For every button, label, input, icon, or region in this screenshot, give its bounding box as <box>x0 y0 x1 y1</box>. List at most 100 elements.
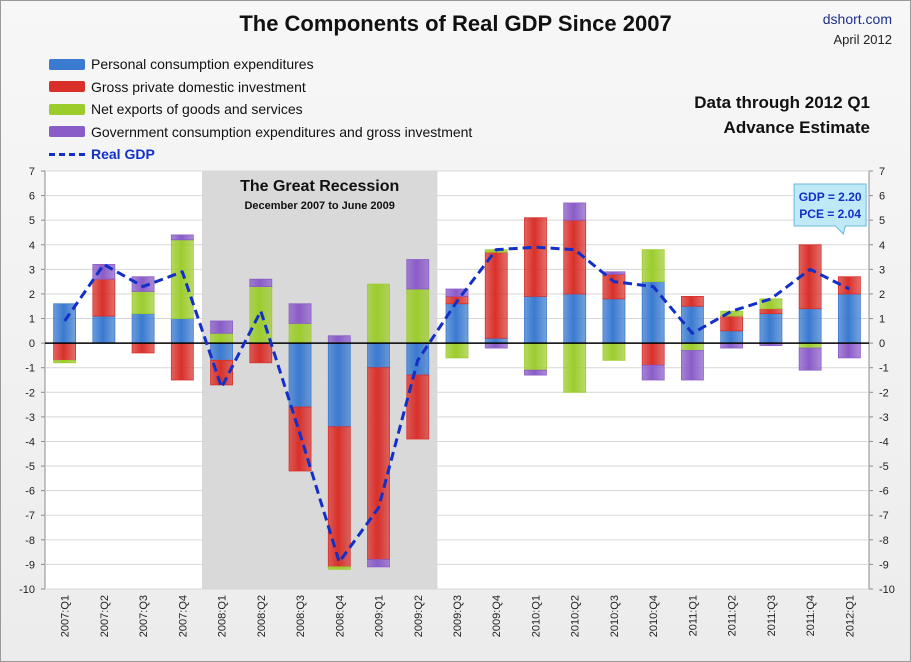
y-tick-label-left: -4 <box>25 436 35 448</box>
bar-net_exports <box>445 342 469 359</box>
callout-pce: PCE = 2.04 <box>799 207 861 221</box>
y-tick-label-right: 5 <box>879 215 885 227</box>
bar-investment <box>602 273 626 300</box>
bar-investment <box>641 342 665 366</box>
bar-net_exports <box>288 323 312 344</box>
x-tick-label: 2007:Q3 <box>138 595 150 637</box>
y-tick-label-left: -8 <box>25 535 35 547</box>
bar-investment <box>837 276 861 295</box>
recession-band <box>201 171 438 589</box>
bar-pce <box>641 281 665 344</box>
bar-pce <box>170 318 194 344</box>
bar-government <box>288 303 312 324</box>
x-tick-label: 2010:Q3 <box>609 595 621 637</box>
y-tick-label-left: 4 <box>29 240 35 252</box>
y-tick-label-left: 3 <box>29 264 35 276</box>
y-tick-label-right: -3 <box>879 412 889 424</box>
x-tick-label: 2011:Q3 <box>766 595 778 636</box>
bar-government <box>524 369 547 376</box>
x-tick-label: 2011:Q4 <box>805 595 817 636</box>
bar-pce <box>759 313 783 344</box>
bar-net_exports <box>53 359 77 364</box>
y-tick-label-right: -8 <box>879 535 889 547</box>
y-tick-label-right: 1 <box>879 314 885 326</box>
y-tick-label-right: 6 <box>879 191 885 203</box>
y-tick-label-left: 1 <box>29 314 35 326</box>
bar-government <box>406 259 430 290</box>
bar-net_exports <box>170 239 194 319</box>
x-tick-label: 2007:Q1 <box>60 595 72 637</box>
x-tick-label: 2010:Q2 <box>570 595 582 637</box>
x-tick-label: 2011:Q1 <box>687 595 699 636</box>
legend-item-net-exports: Net exports of goods and services <box>49 98 472 121</box>
y-tick-label-right: 7 <box>879 166 885 178</box>
legend-item-investment: Gross private domestic investment <box>49 76 472 99</box>
x-tick-label: 2008:Q2 <box>256 595 268 637</box>
bar-government <box>327 335 351 344</box>
recession-subtitle: December 2007 to June 2009 <box>244 200 394 212</box>
y-tick-label-right: 4 <box>879 240 885 252</box>
bar-investment <box>53 342 77 361</box>
bar-government <box>641 364 665 381</box>
bar-pce <box>602 298 626 344</box>
bar-investment <box>327 426 351 568</box>
y-tick-label-left: -7 <box>25 510 35 522</box>
y-tick-label-left: -10 <box>19 584 35 596</box>
y-tick-label-right: -4 <box>879 436 889 448</box>
y-tick-label-right: -9 <box>879 559 889 571</box>
x-tick-label: 2007:Q4 <box>177 595 189 637</box>
y-tick-label-right: -10 <box>879 584 895 596</box>
note-advance-estimate: Advance Estimate <box>723 118 870 137</box>
bar-net_exports <box>327 566 351 570</box>
bar-government <box>131 276 155 292</box>
legend-label-net-exports: Net exports of goods and services <box>91 101 303 118</box>
x-tick-label: 2009:Q1 <box>374 595 386 637</box>
plot-background <box>44 170 870 590</box>
y-tick-label-left: -6 <box>25 486 35 498</box>
legend-swatch-pce <box>49 58 85 70</box>
bar-government <box>249 278 273 287</box>
bar-pce <box>92 315 116 344</box>
x-tick-label: 2007:Q2 <box>99 595 111 637</box>
bar-net_exports <box>641 249 665 283</box>
legend-swatch-gdp <box>49 152 85 156</box>
y-tick-label-left: -5 <box>25 461 35 473</box>
bar-pce <box>720 330 744 344</box>
callout-box <box>793 183 867 235</box>
bar-net_exports <box>367 283 390 344</box>
bar-investment <box>131 342 155 354</box>
y-tick-label-left: -9 <box>25 559 35 571</box>
bar-pce <box>367 342 390 369</box>
legend-item-government: Government consumption expenditures and … <box>49 121 472 144</box>
bar-government <box>367 559 390 568</box>
bar-pce <box>798 308 822 344</box>
legend-label-investment: Gross private domestic investment <box>91 78 306 95</box>
y-tick-label-left: -2 <box>25 387 35 399</box>
legend-item-gdp: Real GDP <box>49 143 472 166</box>
legend: Personal consumption expenditures Gross … <box>49 53 472 166</box>
bar-investment <box>720 315 744 332</box>
bar-net_exports <box>720 310 744 317</box>
bar-net_exports <box>681 342 704 351</box>
bar-pce <box>210 342 233 361</box>
y-tick-label-right: 2 <box>879 289 885 301</box>
bar-pce <box>327 342 351 428</box>
bar-investment <box>681 295 704 307</box>
bar-pce <box>131 313 155 344</box>
bar-government <box>563 202 587 221</box>
legend-swatch-net-exports <box>49 103 85 115</box>
legend-label-pce: Personal consumption expenditures <box>91 56 314 73</box>
chart-title: The Components of Real GDP Since 2007 <box>239 11 672 36</box>
bar-investment <box>367 367 390 560</box>
bar-net_exports <box>563 342 587 393</box>
bar-government <box>445 288 469 297</box>
y-tick-label-right: -2 <box>879 387 889 399</box>
bar-investment <box>170 342 194 381</box>
x-tick-label: 2011:Q2 <box>727 595 739 636</box>
bar-pce <box>445 303 469 344</box>
bar-net_exports <box>210 332 233 344</box>
gdp-line <box>63 245 851 564</box>
bar-government <box>92 264 116 280</box>
y-tick-label-right: 0 <box>879 338 885 350</box>
